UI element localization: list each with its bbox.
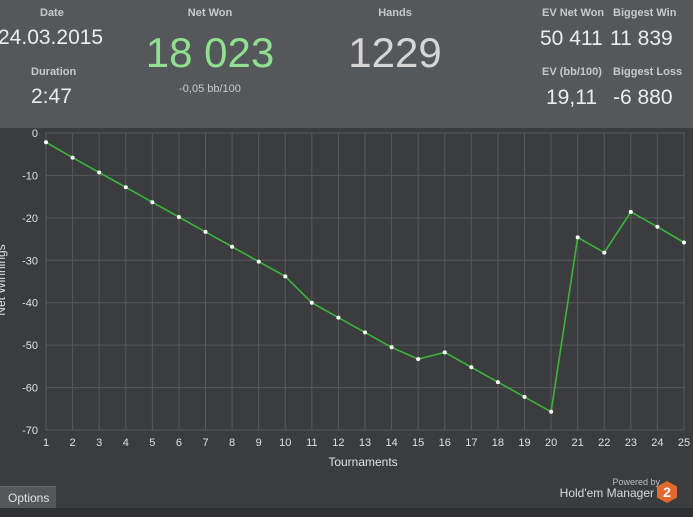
duration-value: 2:47 [31, 85, 72, 108]
data-point [682, 240, 686, 245]
x-tick-label: 9 [256, 437, 262, 449]
data-point [628, 209, 633, 214]
x-tick-label: 7 [202, 437, 208, 449]
biggest-loss-label: Biggest Loss [613, 66, 683, 78]
bottom-bar [0, 508, 693, 517]
y-tick-label: -50 [22, 340, 38, 352]
date-label: Date [40, 7, 64, 19]
ev-bb-value: 19,11 [546, 86, 597, 109]
x-tick-label: 10 [279, 437, 291, 449]
data-point [575, 235, 580, 240]
data-point [416, 357, 421, 362]
x-axis-ticks: 1 2 3 4 5 6 7 8 9 10 11 12 13 14 15 16 17 18 19 20 21 22 23 24 2… [43, 437, 690, 449]
date-value: 24.03.2015 [0, 26, 104, 49]
x-tick-label: 20 [545, 437, 557, 449]
data-point [495, 380, 500, 385]
x-tick-label: 2 [70, 437, 76, 449]
x-tick-label: 24 [651, 437, 663, 449]
x-tick-label: 22 [598, 437, 610, 449]
x-tick-label: 15 [412, 437, 424, 449]
data-point [97, 170, 102, 175]
x-tick-label: 25 [678, 437, 690, 449]
x-tick-label: 8 [229, 437, 235, 449]
x-tick-label: 3 [96, 437, 102, 449]
holdem-manager-brand: Hold'em Manager [559, 486, 654, 500]
stats-panel: Date 24.03.2015 Duration 2:47 Net Won 18… [0, 0, 693, 128]
biggest-win-value: 11 839 [610, 27, 673, 50]
data-point [602, 250, 607, 255]
ev-net-won-value: 50 411 [540, 27, 603, 50]
y-tick-label: -40 [22, 298, 38, 310]
series-points [44, 140, 686, 414]
net-won-value: 18 023 [145, 29, 275, 76]
x-tick-label: 6 [176, 437, 182, 449]
net-winnings-chart: 0-10-20-30-40-50-60-70 1 2 3 4 5 6 7 8 9 10 11 12 13… [0, 128, 690, 469]
y-axis-ticks: 0 -10 -20 -30 -40 -50 -60 -70 [22, 128, 38, 437]
data-point [336, 315, 341, 320]
x-tick-label: 16 [439, 437, 451, 449]
data-point [309, 300, 314, 305]
x-tick-label: 13 [359, 437, 371, 449]
chart-area: 0 -10 -20 -30 -40 -50 -60 -70 1 2 3 4 5 6 7 8 9 10 11 12 13… [0, 128, 693, 517]
data-point [256, 259, 261, 264]
y-tick-label: 0 [32, 128, 38, 140]
y-tick-label: -60 [22, 383, 38, 395]
data-point [469, 365, 474, 370]
data-point [549, 409, 554, 414]
y-tick-label: -70 [22, 425, 38, 437]
biggest-win-label: Biggest Win [613, 7, 677, 19]
x-tick-label: 12 [332, 437, 344, 449]
x-axis-label: Tournaments [328, 455, 397, 469]
x-tick-label: 21 [572, 437, 584, 449]
hands-label: Hands [378, 7, 412, 19]
y-tick-label: -10 [22, 170, 38, 182]
grid-lines [45, 132, 685, 431]
y-tick-label: -20 [22, 213, 38, 225]
x-tick-label: 14 [385, 437, 397, 449]
x-tick-label: 23 [625, 437, 637, 449]
data-point [150, 200, 155, 205]
x-tick-label: 5 [149, 437, 155, 449]
data-point [203, 229, 208, 234]
powered-by-label: Powered by [612, 477, 660, 487]
x-tick-label: 1 [43, 437, 49, 449]
x-tick-label: 4 [123, 437, 129, 449]
ev-net-won-label: EV Net Won [542, 7, 605, 19]
y-axis-label: Net Winnings [0, 244, 8, 315]
duration-label: Duration [31, 66, 77, 78]
x-tick-label: 17 [465, 437, 477, 449]
data-point [442, 350, 447, 355]
data-point [363, 330, 367, 335]
x-tick-label: 19 [518, 437, 530, 449]
y-tick-label: -30 [22, 255, 38, 267]
net-won-label: Net Won [187, 7, 233, 19]
x-tick-label: 18 [492, 437, 504, 449]
data-point [230, 244, 235, 249]
data-point [655, 224, 660, 229]
data-point [123, 185, 128, 190]
x-tick-label: 11 [306, 437, 317, 449]
biggest-loss-value: -6 880 [613, 86, 673, 109]
data-point [70, 155, 75, 160]
data-point [176, 215, 181, 219]
data-point [283, 274, 288, 279]
net-won-bb-per-100: -0,05 bb/100 [179, 83, 241, 95]
data-point [44, 140, 48, 145]
hands-value: 1229 [348, 29, 442, 76]
holdem-manager-logo-icon: 2 [657, 481, 677, 503]
ev-bb-label: EV (bb/100) [542, 66, 602, 78]
data-point [522, 394, 527, 399]
options-button[interactable]: Options [0, 486, 56, 508]
data-point [389, 345, 394, 350]
